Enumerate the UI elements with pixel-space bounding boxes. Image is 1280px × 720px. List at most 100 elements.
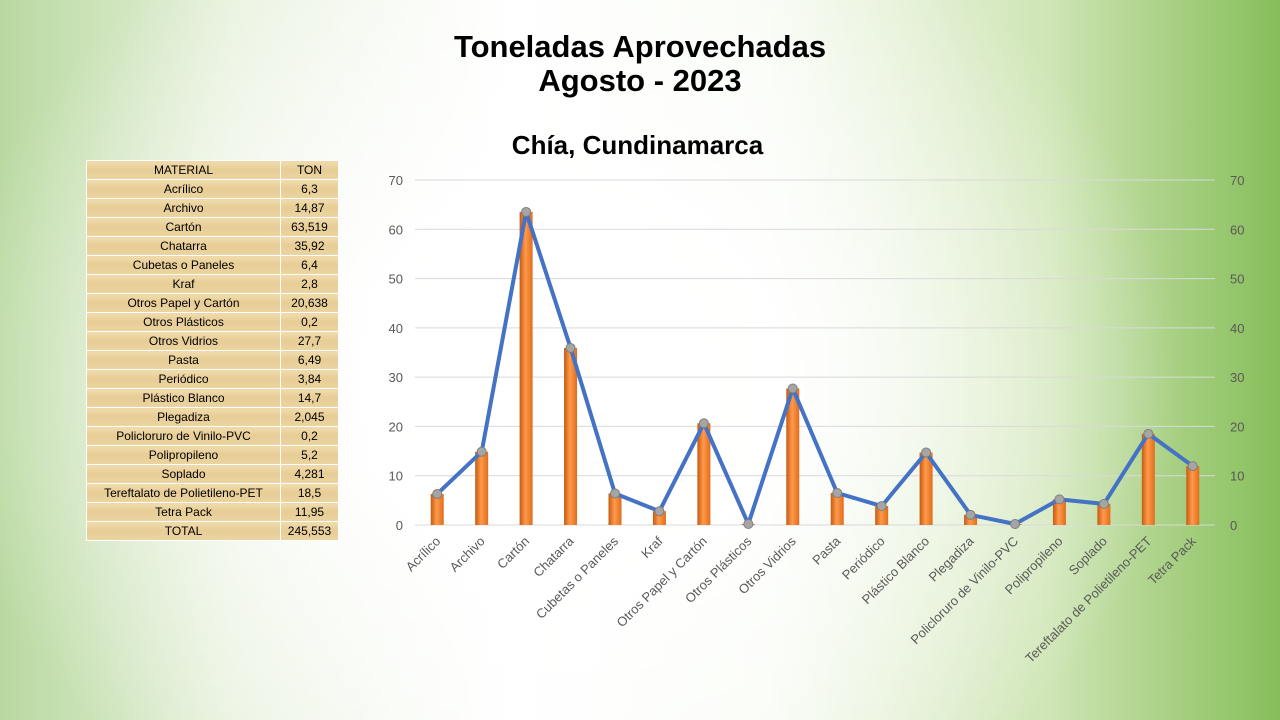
bar (519, 211, 533, 525)
title-line-1: Toneladas Aprovechadas (453, 29, 827, 64)
y-tick-label-right: 60 (1230, 222, 1244, 237)
bar (964, 514, 978, 525)
cell-ton: 27,7 (280, 331, 339, 351)
title-line-2: Agosto - 2023 (538, 63, 742, 98)
cell-material: Plegadiza (86, 407, 281, 427)
point-marker (476, 446, 487, 457)
table-row: Otros Vidrios 27,7 (86, 331, 339, 351)
table-row: Archivo 14,87 (86, 198, 339, 218)
cell-material: Polipropileno (86, 445, 281, 465)
x-tick-label: Soplado (1066, 534, 1110, 578)
bar (786, 388, 800, 525)
point-marker (698, 418, 709, 429)
cell-material: Periódico (86, 369, 281, 389)
table-header-row: MATERIAL TON (86, 160, 339, 180)
cell-ton: 14,87 (280, 198, 339, 218)
bar (1097, 503, 1111, 525)
point-marker (787, 383, 798, 394)
table-row: Plástico Blanco 14,7 (86, 388, 339, 408)
cell-material: Otros Papel y Cartón (86, 293, 281, 313)
cell-ton: 35,92 (280, 236, 339, 256)
y-tick-label: 70 (389, 173, 403, 188)
bar (1052, 499, 1066, 525)
bar (830, 493, 844, 525)
table-row: Otros Papel y Cartón 20,638 (86, 293, 339, 313)
y-tick-label-right: 20 (1230, 419, 1244, 434)
table-row: Plegadiza 2,045 (86, 407, 339, 427)
y-tick-label: 40 (389, 321, 403, 336)
chart-subtitle: Chía, Cundinamarca (511, 130, 764, 160)
cell-ton: 20,638 (280, 293, 339, 313)
cell-ton: 18,5 (280, 483, 339, 503)
bar (1186, 466, 1200, 525)
bar (875, 506, 889, 525)
table-row: Polipropileno 5,2 (86, 445, 339, 465)
bar (919, 452, 933, 525)
y-axis-right: 0 10 20 30 40 50 60 70 (1230, 173, 1244, 533)
cell-ton: 14,7 (280, 388, 339, 408)
x-tick-label: Cartón (494, 534, 532, 572)
y-tick-label: 30 (389, 370, 403, 385)
x-tick-label: Acrílico (403, 534, 444, 575)
x-tick-label: Cubetas o Paneles (533, 533, 622, 622)
cell-ton: 2,045 (280, 407, 339, 427)
cell-ton: 6,49 (280, 350, 339, 370)
point-marker (832, 488, 843, 499)
point-marker (1143, 428, 1154, 439)
y-tick-label: 60 (389, 222, 403, 237)
bars (430, 211, 1200, 525)
y-tick-label-right: 50 (1230, 272, 1244, 287)
point-marker (1054, 494, 1065, 505)
table-total-row: TOTAL 245,553 (86, 521, 339, 541)
point-marker (654, 506, 665, 517)
series-line (435, 209, 1194, 526)
bar (564, 347, 578, 525)
x-tick-label: Tetra Pack (1145, 533, 1199, 587)
table-row: Periódico 3,84 (86, 369, 339, 389)
header-ton: TON (280, 160, 339, 180)
table-row: Policloruro de Vinilo-PVC 0,2 (86, 426, 339, 446)
y-tick-label: 0 (396, 518, 403, 533)
y-axis-left: 0 10 20 30 40 50 60 70 (389, 173, 403, 533)
bar (697, 423, 711, 525)
cell-material: Policloruro de Vinilo-PVC (86, 426, 281, 446)
y-tick-label-right: 70 (1230, 173, 1244, 188)
series-line-path (435, 209, 1194, 526)
cell-ton: 3,84 (280, 369, 339, 389)
bar (430, 493, 444, 525)
cell-ton: 5,2 (280, 445, 339, 465)
point-marker (1098, 498, 1109, 509)
point-marker (876, 501, 887, 512)
point-marker (521, 206, 532, 217)
point-marker (1010, 519, 1020, 530)
cell-material: Tereftalato de Polietileno-PET (86, 483, 281, 503)
gridlines (415, 179, 1215, 526)
y-tick-label-right: 0 (1230, 518, 1237, 533)
cell-material: Archivo (86, 198, 281, 218)
chart-title: Toneladas Aprovechadas Agosto - 2023 (0, 29, 1280, 98)
y-tick-label-right: 40 (1230, 321, 1244, 336)
bar (608, 493, 622, 525)
cell-material: Tetra Pack (86, 502, 281, 522)
point-marker (1187, 461, 1198, 472)
bar (1141, 433, 1155, 525)
cell-material: Otros Vidrios (86, 331, 281, 351)
material-table: MATERIAL TON Acrílico 6,3 Archivo 14,87 Cart… (86, 160, 339, 541)
table-row: Cubetas o Paneles 6,4 (86, 255, 339, 275)
cell-ton: 2,8 (280, 274, 339, 294)
bar (475, 451, 489, 525)
y-tick-label: 50 (389, 272, 403, 287)
markers (432, 206, 1198, 530)
cell-material: Chatarra (86, 236, 281, 256)
point-marker (565, 342, 576, 353)
cell-material: Otros Plásticos (86, 312, 281, 332)
point-marker (921, 447, 932, 458)
point-marker (432, 488, 443, 499)
table-row: Pasta 6,49 (86, 350, 339, 370)
table-row: Chatarra 35,92 (86, 236, 339, 256)
y-tick-label-right: 30 (1230, 370, 1244, 385)
x-tick-label: Kraf (638, 533, 666, 561)
cell-ton: 6,4 (280, 255, 339, 275)
